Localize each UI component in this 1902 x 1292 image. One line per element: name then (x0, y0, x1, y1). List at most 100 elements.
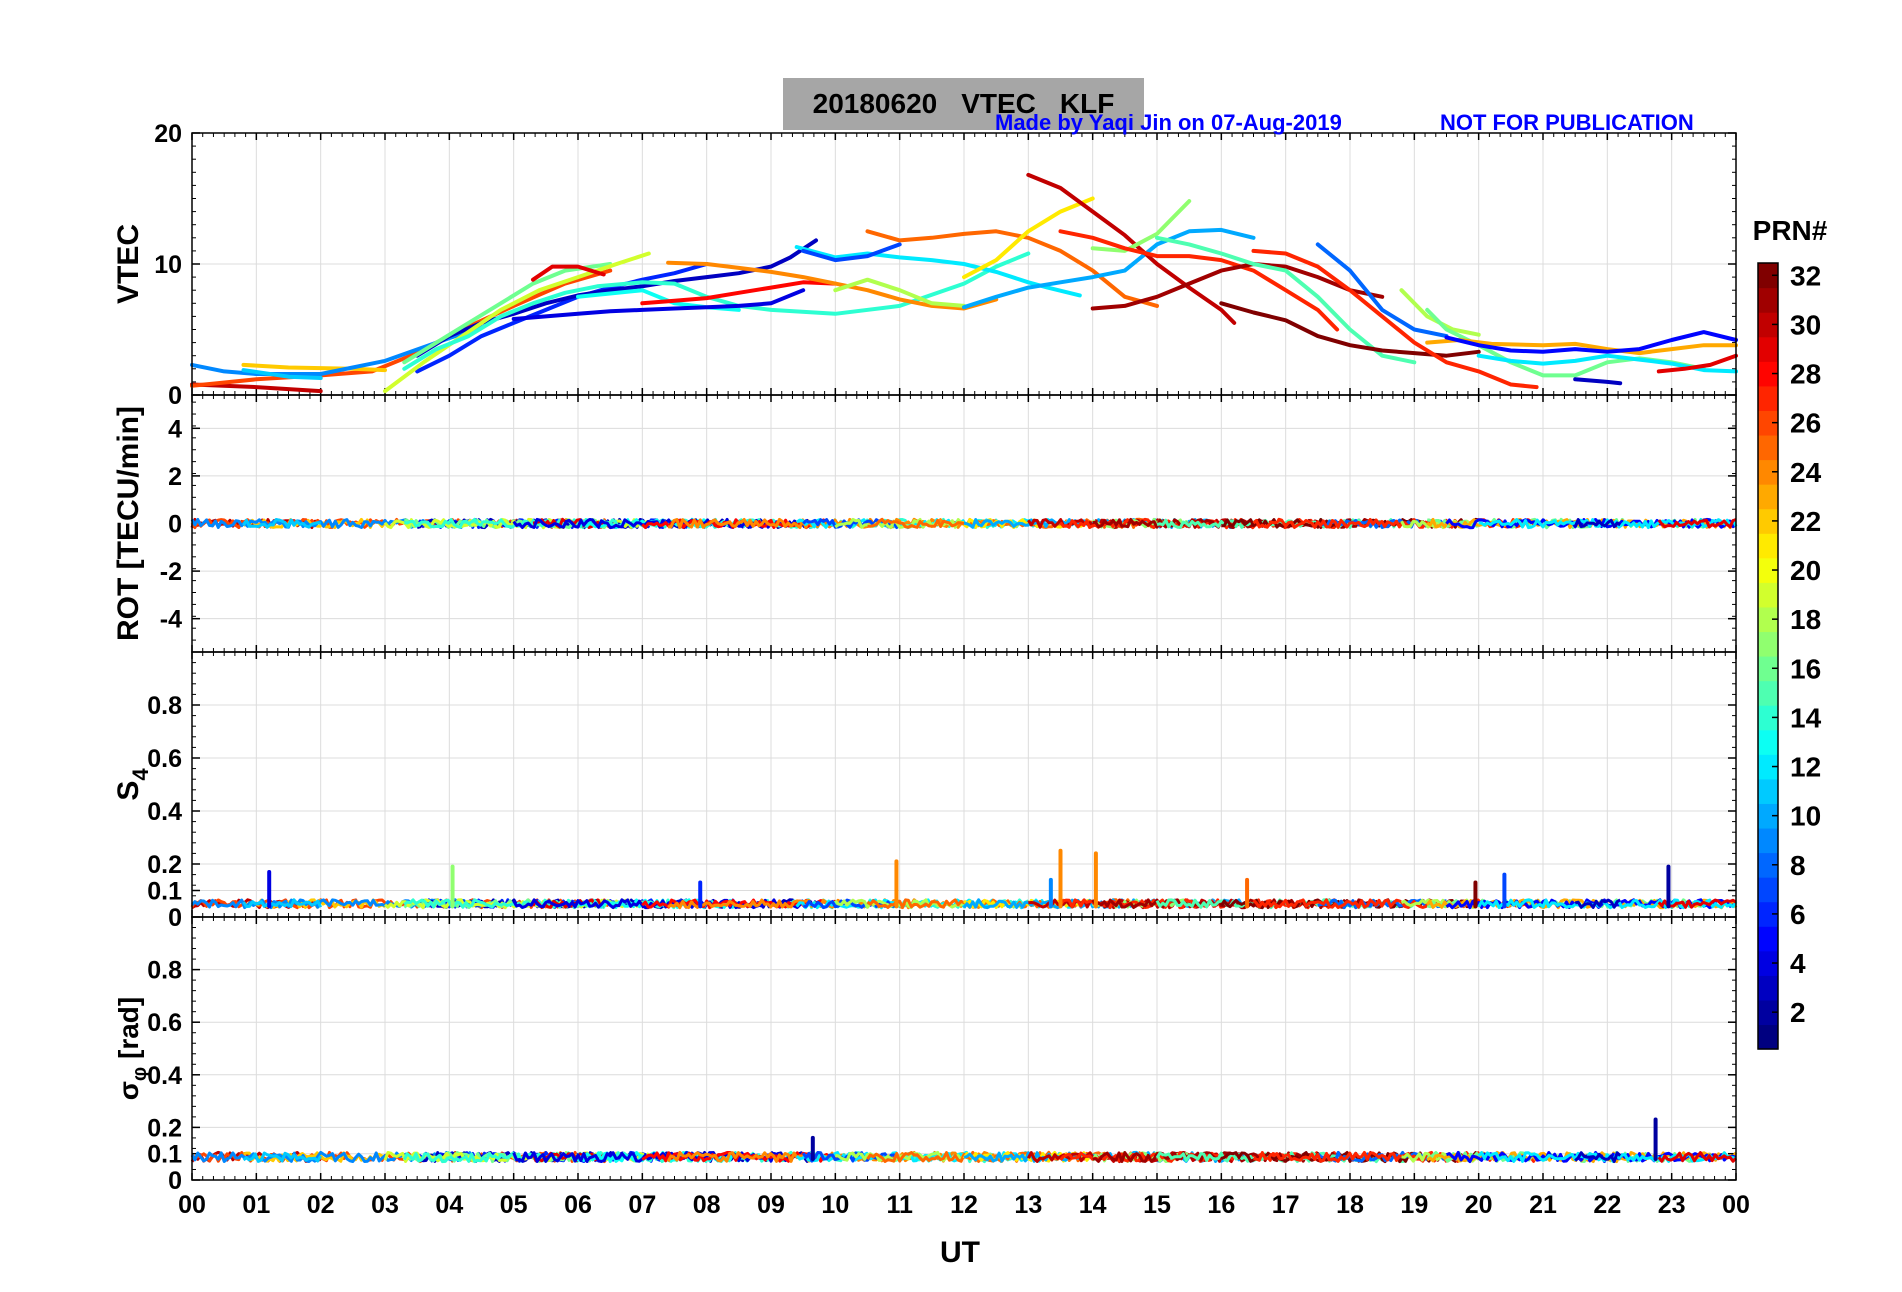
colorbar-cell (1758, 680, 1778, 706)
colorbar-tick-label: 8 (1790, 850, 1806, 881)
y-tick-label: -2 (160, 558, 182, 586)
vtec-series-prn-3 (1573, 377, 1623, 386)
x-tick-label: 02 (307, 1191, 335, 1219)
x-tick-label: 22 (1593, 1191, 1621, 1219)
x-tick-label: 03 (371, 1191, 399, 1219)
y-tick-label: 0.8 (147, 957, 182, 985)
s4-trace-prn-3 (1574, 898, 1621, 909)
vtec-series-prn-22 (241, 362, 387, 373)
x-tick-label: 05 (500, 1191, 528, 1219)
colorbar-cell (1758, 557, 1778, 583)
colorbar-cell (1758, 434, 1778, 461)
colorbar-tick-label: 22 (1790, 506, 1821, 537)
vtec-series-prn-31 (1090, 262, 1385, 311)
vtec-series-prn-8 (1315, 242, 1449, 339)
panel-sigma_phi: 00.10.2 0.4 0.6 0.8 σφ [rad] 00 01 02 03 04 05 06 07… (113, 916, 1750, 1219)
colorbar-cell (1758, 410, 1778, 436)
colorbar-cell (1758, 361, 1778, 387)
rot-trace-prn-27 (1252, 518, 1537, 529)
vtec-series-prn-18 (833, 277, 966, 308)
x-tick-label: 21 (1529, 1191, 1557, 1219)
y-axis-label: ROT [TECU/min] (112, 406, 145, 641)
colorbar-cell (1758, 803, 1778, 829)
colorbar-cell (1758, 631, 1778, 657)
colorbar-tick-label: 4 (1790, 948, 1806, 979)
x-tick-label: 07 (628, 1191, 656, 1219)
colorbar-cell (1758, 999, 1778, 1026)
colorbar-cell (1758, 877, 1778, 903)
colorbar-tick-label: 32 (1790, 260, 1821, 291)
colorbar-cell (1758, 606, 1778, 633)
colorbar-frame (1757, 262, 1779, 1050)
y-tick-label: 0.1 (147, 878, 182, 906)
s4-trace-prn-29 (1657, 898, 1737, 909)
x-tick-label: 14 (1079, 1191, 1107, 1219)
colorbar-tick-label: 14 (1790, 702, 1822, 733)
chart-title: 20180620 VTEC KLF (783, 78, 1144, 130)
rot-trace-prn-29 (1657, 518, 1737, 529)
vtec-series-prn-30 (1026, 172, 1237, 325)
y-tick-label: 0.2 (147, 1114, 182, 1142)
vtec-series-prn-27 (1058, 229, 1340, 332)
colorbar-cell (1758, 459, 1778, 485)
colorbar-cell (1758, 508, 1778, 534)
y-tick-label: 0.8 (147, 692, 182, 720)
panel-s4: 00.10.2 0.4 0.6 0.8 S4 (112, 651, 1738, 932)
vtec-series-prn-10 (962, 227, 1256, 310)
colorbar-cell (1758, 950, 1778, 976)
vtec-series-prn-5 (1444, 330, 1738, 354)
vtec-series-prn-29 (1656, 353, 1738, 374)
vtec-series-prn-11 (241, 368, 323, 380)
colorbar-tick-label: 20 (1790, 555, 1821, 586)
colorbar-tick-label: 12 (1790, 752, 1821, 783)
colorbar-tick-label: 6 (1790, 899, 1806, 930)
panel-rot: -4 -2 0 2 4 ROT [TECU/min] (112, 394, 1738, 653)
x-tick-label: 15 (1143, 1191, 1171, 1219)
x-tick-label: 06 (564, 1191, 592, 1219)
vtec-series-prn-27 (1251, 248, 1539, 390)
colorbar-cell (1758, 484, 1778, 510)
title-date: 20180620 (812, 88, 938, 119)
colorbar-label: PRN# (1753, 215, 1828, 246)
colorbar-cell (1758, 312, 1778, 338)
vtec-series-prn-26 (190, 268, 613, 388)
x-tick-label: 10 (821, 1191, 849, 1219)
colorbar-cell (1758, 336, 1778, 362)
x-tick-label: 16 (1207, 1191, 1235, 1219)
y-tick-label: -4 (160, 606, 182, 634)
vtec-series-prn-16 (402, 262, 613, 365)
x-tick-label: 00 (178, 1191, 206, 1219)
colorbar-cell (1758, 1024, 1778, 1050)
colorbar-cell (1758, 754, 1778, 780)
vtec-series-prn-24 (666, 260, 999, 311)
vtec-series-prn-4 (511, 288, 806, 321)
vtec-series-prn-6 (415, 262, 709, 374)
colorbar-cell (1758, 656, 1778, 682)
y-axis-label: VTEC (112, 224, 145, 304)
vtec-series-prn-7 (801, 242, 902, 263)
y-tick-label: 0 (168, 382, 182, 410)
credit-line: Made by Yaqi Jin on 07-Aug-2019 (995, 110, 1342, 135)
rot-trace-prn-12 (1478, 518, 1738, 530)
colorbar-tick-label: 28 (1790, 359, 1821, 390)
colorbar-tick-label: 16 (1790, 653, 1821, 684)
y-tick-label: 0 (168, 511, 182, 539)
sigma_phi-trace-prn-29 (1657, 1151, 1738, 1163)
colorbar-cell (1758, 852, 1778, 878)
colorbar-cell (1758, 975, 1778, 1001)
colorbar-cell (1758, 778, 1778, 804)
y-tick-label: 10 (154, 251, 182, 279)
rot-trace-prn-3 (1573, 518, 1622, 529)
x-tick-label: 08 (693, 1191, 721, 1219)
colorbar-cell (1758, 533, 1778, 559)
y-tick-label: 0.2 (147, 851, 182, 879)
vtec-series-prn-17 (1090, 199, 1192, 253)
title-quantity: VTEC (961, 88, 1036, 119)
x-tick-label: 19 (1400, 1191, 1428, 1219)
sigma_phi-trace-prn-3 (1574, 1151, 1622, 1163)
x-tick-label: 20 (1465, 1191, 1493, 1219)
vtec-series-prn-19 (383, 251, 651, 394)
panel-vtec: 0 10 20 VTEC (112, 120, 1738, 410)
